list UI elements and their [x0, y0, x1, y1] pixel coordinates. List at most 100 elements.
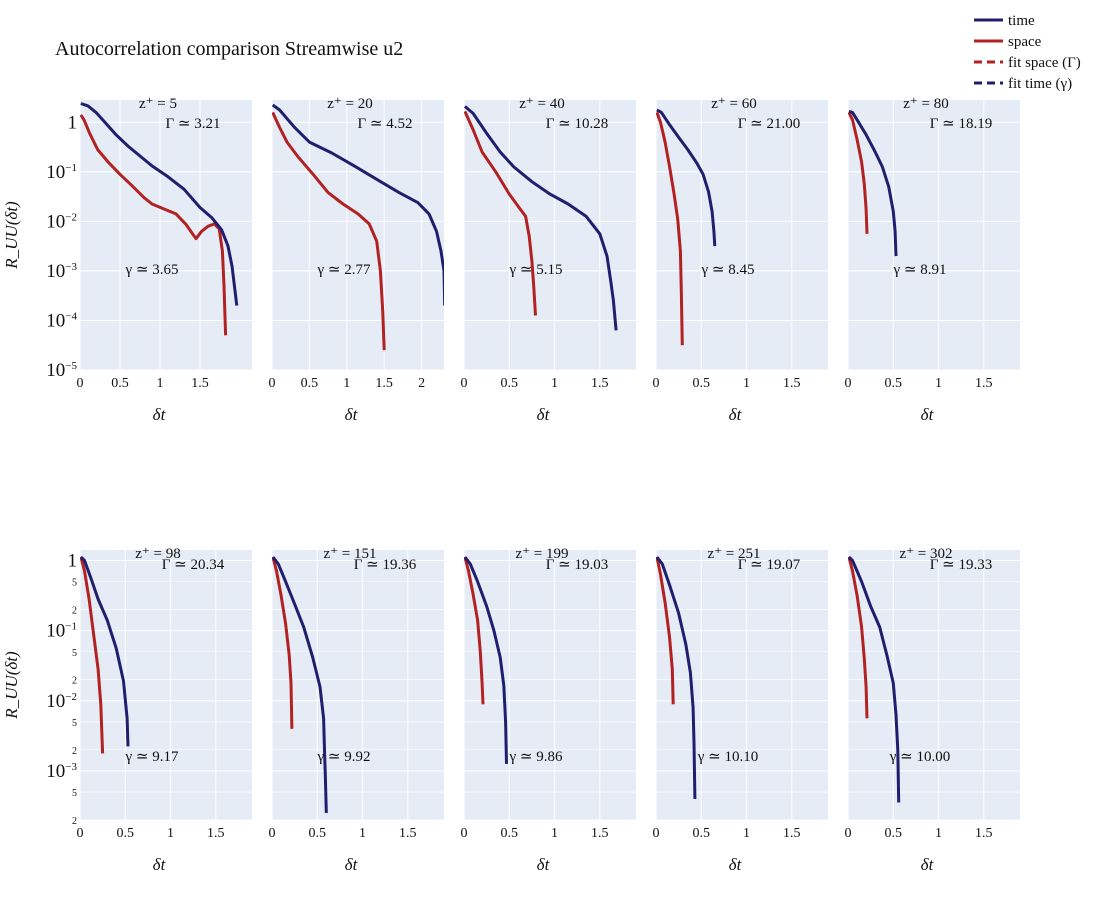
- z-plus-label: z⁺ = 199: [515, 546, 568, 562]
- subplot-panel-r0-c3: 0 0.5 1 1.5 z⁺ = 60 Γ ≃ 21.00 γ ≃ 8.45 δt: [653, 96, 828, 424]
- x-axis-label: δt: [153, 855, 167, 874]
- plot-background: [848, 550, 1020, 820]
- x-axis-label: δt: [921, 855, 935, 874]
- y-axis-label: R_UU(δt): [2, 651, 21, 720]
- x-tick-label: 0: [269, 376, 276, 391]
- x-tick-label: 1: [359, 826, 366, 841]
- series-time-line: [848, 109, 898, 257]
- x-tick-label: 0: [653, 376, 660, 391]
- x-tick-label: 0.5: [885, 826, 903, 841]
- x-tick-label: 1: [551, 376, 558, 391]
- y-tick-label: 1: [68, 112, 78, 133]
- x-tick-label: 1: [167, 826, 174, 841]
- x-axis-label: δt: [921, 405, 935, 424]
- series-space-line: [464, 556, 485, 705]
- x-tick-label: 0: [845, 376, 852, 391]
- gamma-time-label: γ ≃ 9.86: [509, 749, 563, 765]
- x-tick-label: 1: [157, 376, 164, 391]
- y-tick-label: 10−1: [46, 162, 77, 183]
- x-tick-label: 0.5: [501, 376, 519, 391]
- x-tick-label: 0.5: [301, 376, 319, 391]
- x-tick-label: 1: [935, 826, 942, 841]
- x-axis-label: δt: [729, 855, 743, 874]
- x-tick-label: 1.5: [783, 826, 801, 841]
- series-space-line: [848, 556, 869, 719]
- x-tick-label: 1.5: [591, 826, 609, 841]
- legend: time space fit space (Γ) fit time (γ): [974, 13, 1081, 92]
- y-minor-tick-label: 5: [72, 788, 77, 799]
- x-axis-label: δt: [345, 405, 359, 424]
- z-plus-label: z⁺ = 40: [519, 96, 565, 112]
- y-minor-tick-label: 5: [72, 648, 77, 659]
- x-tick-label: 0.5: [885, 376, 903, 391]
- plot-background: [464, 100, 636, 370]
- y-minor-tick-label: 5: [72, 578, 77, 589]
- series-time-line: [272, 556, 328, 814]
- y-tick-label: 10−1: [46, 621, 77, 642]
- gamma-time-label: γ ≃ 2.77: [317, 262, 371, 278]
- z-plus-label: z⁺ = 151: [323, 546, 376, 562]
- x-tick-label: 1.5: [399, 826, 417, 841]
- x-tick-label: 1.5: [591, 376, 609, 391]
- x-tick-label: 1: [743, 376, 750, 391]
- chart-title: Autocorrelation comparison Streamwise u2: [55, 38, 403, 60]
- y-axis-label: R_UU(δt): [2, 201, 21, 270]
- x-tick-label: 1: [551, 826, 558, 841]
- series-space-line: [656, 111, 684, 346]
- y-tick-label: 10−3: [46, 261, 77, 282]
- plot-background: [848, 100, 1020, 370]
- legend-label: fit space (Γ): [1008, 55, 1081, 71]
- gamma-time-label: γ ≃ 9.17: [125, 749, 179, 765]
- plot-background: [272, 550, 444, 820]
- z-plus-label: z⁺ = 5: [139, 96, 177, 112]
- x-axis-label: δt: [345, 855, 359, 874]
- plot-background: [80, 550, 252, 820]
- gamma-space-label: Γ ≃ 19.03: [546, 557, 609, 573]
- x-tick-label: 0.5: [117, 826, 135, 841]
- gamma-time-label: γ ≃ 10.00: [889, 749, 950, 765]
- gamma-time-label: γ ≃ 9.92: [317, 749, 371, 765]
- x-tick-label: 0: [269, 826, 276, 841]
- x-axis-label: δt: [537, 405, 551, 424]
- y-minor-tick-label: 2: [72, 816, 77, 827]
- subplot-panel-r1-c0: 0 0.5 1 1.5 z⁺ = 98Γ ≃ 20.34 γ ≃ 9.17 1 10−1 10−…: [46, 546, 252, 874]
- x-tick-label: 0: [77, 376, 84, 391]
- x-tick-label: 1.5: [375, 376, 393, 391]
- gamma-space-label: Γ ≃ 4.52: [358, 116, 413, 132]
- plot-background: [464, 550, 636, 820]
- z-plus-label: z⁺ = 302: [899, 546, 952, 562]
- subplot-grid: 0 0.5 1 1.5 z⁺ = 5 Γ ≃ 3.21 γ ≃ 3.65 1 10−1 10−2 1…: [46, 96, 1020, 874]
- gamma-space-label: Γ ≃ 10.28: [546, 116, 609, 132]
- y-minor-tick-label: 2: [72, 606, 77, 617]
- gamma-time-label: γ ≃ 10.10: [697, 749, 758, 765]
- x-tick-label: 1: [935, 376, 942, 391]
- y-tick-label: 10−3: [46, 761, 77, 782]
- x-tick-label: 1.5: [975, 376, 993, 391]
- z-plus-label: z⁺ = 251: [707, 546, 760, 562]
- gamma-space-label: Γ ≃ 20.34: [162, 557, 225, 573]
- z-plus-label: z⁺ = 80: [903, 96, 949, 112]
- subplot-panel-r0-c4: 0 0.5 1 1.5 z⁺ = 80 Γ ≃ 18.19 γ ≃ 8.91 δt: [845, 96, 1020, 424]
- x-tick-label: 1: [343, 376, 350, 391]
- z-plus-label: z⁺ = 98: [135, 546, 181, 562]
- x-tick-label: 0: [461, 826, 468, 841]
- series-space-line: [272, 111, 386, 351]
- x-tick-label: 1.5: [783, 376, 801, 391]
- legend-label: fit time (γ): [1008, 76, 1072, 92]
- x-tick-label: 0.5: [501, 826, 519, 841]
- legend-label: time: [1008, 13, 1035, 29]
- x-axis-label: δt: [537, 855, 551, 874]
- series-time-line: [80, 102, 239, 306]
- series-time-line: [464, 105, 618, 331]
- series-space-line: [464, 110, 537, 316]
- gamma-space-label: Γ ≃ 21.00: [738, 116, 801, 132]
- gamma-space-label: Γ ≃ 19.07: [738, 557, 801, 573]
- y-tick-label: 10−2: [46, 691, 77, 712]
- series-space-line: [272, 556, 294, 729]
- gamma-space-label: Γ ≃ 19.36: [354, 557, 417, 573]
- x-tick-label: 1.5: [191, 376, 209, 391]
- plot-background: [272, 100, 444, 370]
